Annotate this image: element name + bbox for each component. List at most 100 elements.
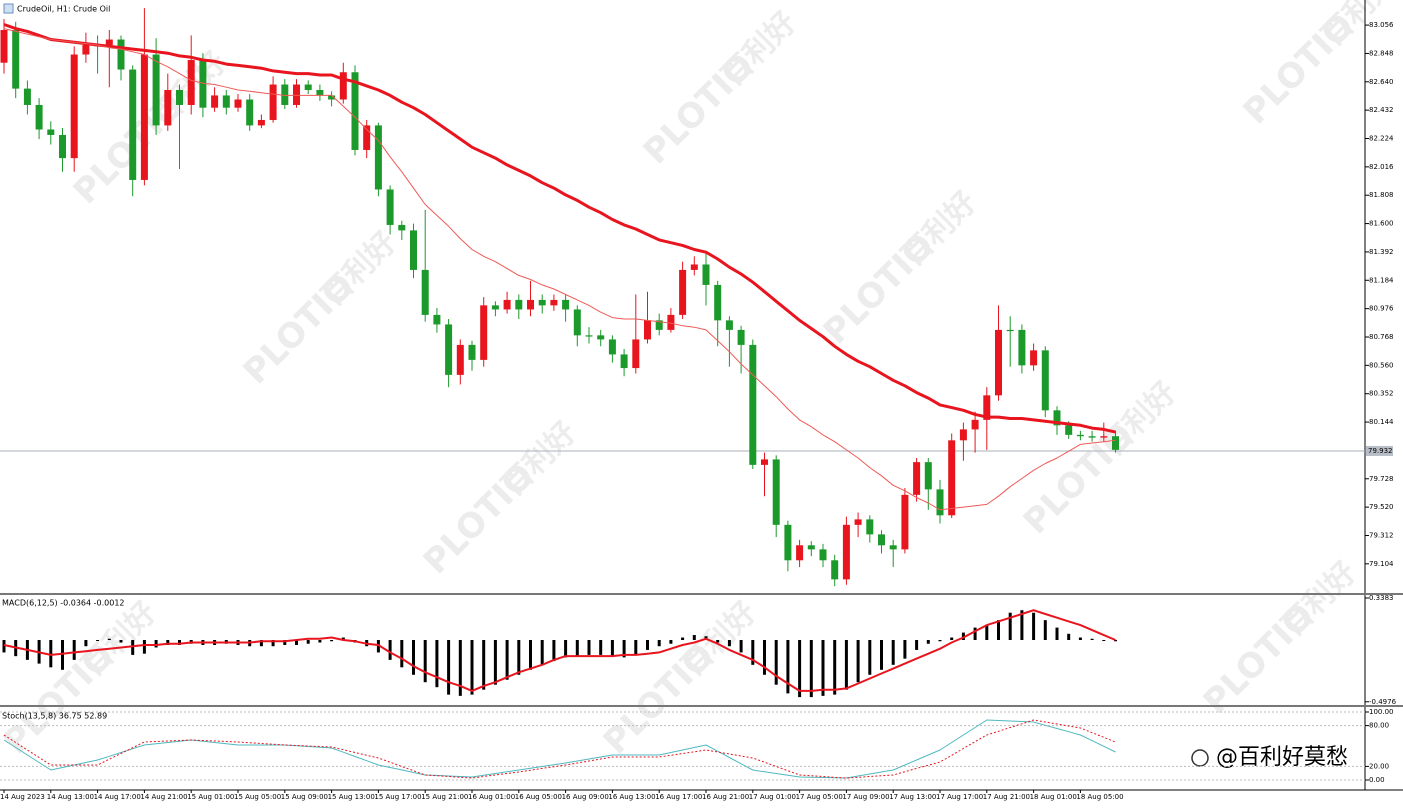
candle-body xyxy=(819,549,827,561)
x-tick-label: 18 Aug 01:00 xyxy=(1030,793,1077,801)
candle-body xyxy=(234,99,242,108)
candle-body xyxy=(983,395,991,420)
macd-bar xyxy=(1067,633,1071,641)
candle-body xyxy=(971,419,979,430)
candle-body xyxy=(632,339,640,369)
macd-bar xyxy=(646,640,649,650)
candle-body xyxy=(573,309,581,336)
candle-body xyxy=(328,95,336,100)
candle-body xyxy=(339,72,347,100)
macd-bar xyxy=(96,640,100,642)
macd-bar xyxy=(107,638,111,641)
candle-body xyxy=(1112,436,1119,450)
candle-body xyxy=(866,519,874,535)
macd-bar xyxy=(142,640,146,654)
candle-body xyxy=(725,320,733,330)
candle-body xyxy=(620,354,628,369)
macd-bar xyxy=(669,640,673,644)
macd-bar xyxy=(880,640,883,670)
macd-bar xyxy=(84,640,88,647)
candle-body xyxy=(679,269,687,315)
candle-body xyxy=(140,54,148,180)
x-tick-label: 17 Aug 09:00 xyxy=(842,793,889,801)
candle-body xyxy=(538,299,546,306)
macd-bar xyxy=(599,640,603,655)
candle-body xyxy=(585,335,593,337)
macd-bar xyxy=(903,640,907,659)
candle-body xyxy=(23,88,31,105)
candle-body xyxy=(749,344,757,465)
x-tick-label: 16 Aug 17:00 xyxy=(655,793,702,801)
macd-bar xyxy=(259,640,263,647)
candle-body xyxy=(269,84,277,120)
macd-bar xyxy=(2,640,6,653)
stoch-line xyxy=(3,719,1116,779)
chart-title: CrudeOil, H1: Crude Oil xyxy=(17,5,110,14)
macd-bar xyxy=(435,640,439,688)
candle-body xyxy=(491,305,499,310)
y-tick-label: 81.392 xyxy=(1369,248,1394,256)
y-tick-label: 0.00 xyxy=(1369,776,1385,784)
candle-body xyxy=(959,429,967,441)
macd-bar xyxy=(833,640,837,695)
macd-bar xyxy=(1043,620,1047,641)
macd-title: MACD(6,12,5) -0.0364 -0.0012 xyxy=(2,599,125,608)
y-tick-label: 81.600 xyxy=(1369,220,1394,228)
y-tick-label: 80.976 xyxy=(1369,305,1394,313)
macd-bar xyxy=(1032,612,1036,641)
candle-body xyxy=(608,339,616,355)
candle-body xyxy=(503,299,511,310)
macd-bar xyxy=(1055,627,1059,641)
y-tick-label: 80.144 xyxy=(1369,418,1394,426)
macd-bar xyxy=(61,640,64,670)
macd-bar xyxy=(49,640,53,668)
macd-bar xyxy=(166,640,170,645)
candle-body xyxy=(222,95,230,108)
candle-body xyxy=(1006,329,1014,332)
macd-bar xyxy=(493,640,497,685)
candle-body xyxy=(1088,436,1096,438)
x-tick-label: 15 Aug 09:00 xyxy=(281,793,328,801)
x-tick-label: 16 Aug 13:00 xyxy=(608,793,655,801)
macd-bar xyxy=(751,640,755,665)
x-tick-label: 16 Aug 21:00 xyxy=(702,793,749,801)
macd-bar xyxy=(388,640,392,660)
candle-body xyxy=(889,545,897,550)
macd-bar xyxy=(470,640,474,695)
candle-body xyxy=(386,189,394,225)
x-tick-label: 17 Aug 05:00 xyxy=(796,793,843,801)
macd-bar xyxy=(950,637,954,641)
x-tick-label: 15 Aug 01:00 xyxy=(187,793,234,801)
candle-body xyxy=(0,29,8,63)
moving-average xyxy=(3,23,1116,434)
macd-bar xyxy=(517,640,521,675)
candle-body xyxy=(293,84,300,105)
candle-body xyxy=(702,264,710,285)
candle-body xyxy=(690,264,698,270)
macd-bar xyxy=(119,640,123,643)
candle-body xyxy=(12,29,20,89)
macd-bar xyxy=(763,640,766,675)
macd-bar xyxy=(1102,640,1106,642)
candle-body xyxy=(281,84,289,105)
macd-bar xyxy=(552,640,556,662)
macd-bar xyxy=(400,640,404,668)
macd-bar xyxy=(657,640,661,647)
current-price-box xyxy=(1366,445,1393,456)
stoch-line xyxy=(3,719,1116,779)
x-tick-label: 18 Aug 05:00 xyxy=(1076,793,1123,801)
candle-body xyxy=(445,324,453,375)
macd-bar xyxy=(844,640,848,690)
x-tick-label: 16 Aug 01:00 xyxy=(468,793,515,801)
candle-body xyxy=(47,129,55,135)
macd-bar xyxy=(1020,610,1024,641)
candle-body xyxy=(152,54,160,126)
candle-body xyxy=(995,329,1002,396)
macd-bar xyxy=(786,640,790,694)
x-tick-label: 15 Aug 05:00 xyxy=(234,793,281,801)
macd-bar xyxy=(330,640,334,642)
candle-body xyxy=(105,39,113,45)
candle-body xyxy=(550,299,558,306)
